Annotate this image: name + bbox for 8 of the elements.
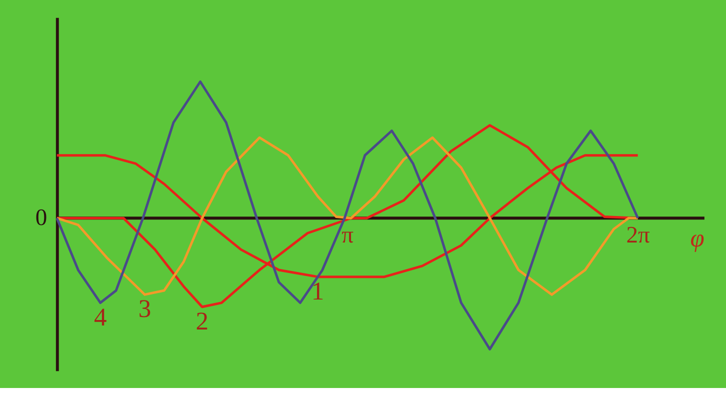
- x-tick-label: 2π: [626, 222, 650, 249]
- series-label: 3: [138, 294, 152, 324]
- series-label: 4: [94, 302, 108, 332]
- text: 0: [35, 205, 48, 232]
- x-axis-title: φ: [690, 224, 704, 253]
- x-tick-label: π: [342, 222, 354, 249]
- series-label: 1: [311, 276, 324, 306]
- series-label: 2: [196, 306, 209, 336]
